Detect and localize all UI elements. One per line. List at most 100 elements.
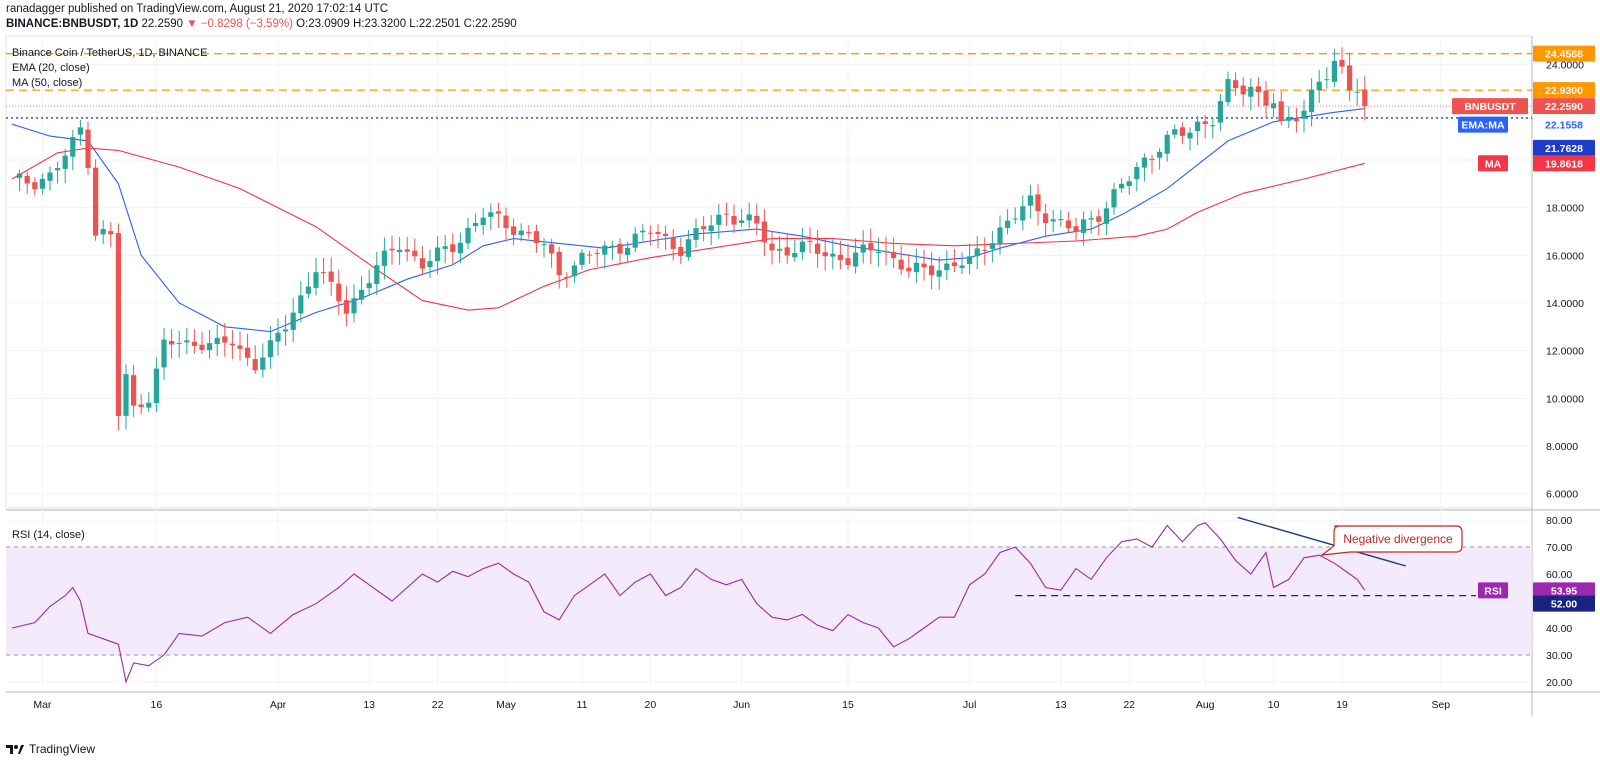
candle-body [898, 259, 904, 270]
candle-body [556, 251, 562, 276]
candle-body [708, 225, 714, 232]
candle-body [678, 246, 684, 257]
candle-body [1286, 116, 1292, 121]
negative-divergence-callout[interactable]: Negative divergence [1319, 525, 1463, 556]
rsi-line [11, 522, 1366, 684]
candle-body [533, 231, 539, 243]
candle-body [24, 175, 30, 184]
candle-body [359, 289, 365, 300]
candle-body [55, 168, 61, 171]
candle-body [891, 251, 897, 259]
candle-body [191, 341, 197, 346]
candle-body [685, 239, 691, 257]
rsi-name-tag-bg [1478, 582, 1508, 599]
candle-body [845, 258, 851, 266]
candle-body [366, 283, 372, 289]
candle-body [549, 244, 555, 254]
candle-body [830, 253, 836, 257]
tradingview-logo-icon [6, 745, 24, 754]
candle-body [1103, 208, 1109, 224]
time-tick-label: 16 [151, 699, 163, 711]
rsi-tick-label: 40.00 [1546, 623, 1572, 635]
candle-body [1012, 218, 1018, 220]
candle-body [351, 298, 357, 314]
candle-body [32, 182, 38, 190]
candle-body [1278, 101, 1284, 121]
candle-body [693, 228, 699, 240]
level-tag-top-bg [1533, 45, 1595, 62]
candle-body [108, 231, 114, 235]
candle-body [17, 173, 23, 178]
candle-body [875, 251, 881, 253]
price-tick-label: 8.0000 [1546, 441, 1578, 453]
candle-body [921, 263, 927, 268]
price-tick-label: 16.0000 [1546, 250, 1584, 262]
legend-title: Binance Coin / TetherUS, 1D, BINANCE [12, 47, 207, 59]
publisher-line: ranadagger published on TradingView.com,… [6, 3, 389, 15]
candle-body [1119, 183, 1125, 189]
candle-body [731, 215, 737, 225]
candle-body [222, 336, 228, 343]
candle-body [184, 340, 190, 343]
candlesticks[interactable] [17, 47, 1368, 431]
candle-body [473, 222, 479, 227]
candle-body [1187, 132, 1193, 139]
time-tick-label: 22 [432, 699, 444, 711]
candle-body [723, 213, 729, 215]
candle-body [1043, 213, 1049, 224]
ema20-line [11, 108, 1365, 333]
price-tick-label: 6.0000 [1546, 489, 1578, 501]
candle-body [1149, 158, 1155, 161]
symbol-tag: BNBUSDT [1464, 101, 1516, 113]
horizontal-levels[interactable] [6, 53, 1532, 119]
rsi-support-tag-bg [1533, 595, 1595, 612]
candle-body [587, 254, 593, 256]
time-tick-label: Jul [963, 699, 976, 711]
symbol-name: BINANCE:BNBUSDT, 1D [6, 18, 139, 30]
candle-body [609, 245, 615, 247]
candle-body [883, 250, 889, 253]
chart-canvas[interactable]: 24.000022.000020.000018.000016.000014.00… [0, 0, 1600, 738]
candle-body [769, 243, 775, 251]
last-price: 22.2590 [141, 18, 184, 30]
main-pane-border [5, 35, 1533, 509]
level-tag-mid: 22.9300 [1545, 85, 1583, 97]
support-tag-bg [1533, 139, 1595, 156]
candle-body [503, 215, 509, 229]
candle-body [1050, 219, 1056, 222]
candle-body [1240, 85, 1246, 95]
candle-body [412, 250, 418, 257]
candle-body [868, 242, 874, 251]
candle-body [959, 265, 965, 269]
price-tick-label: 12.0000 [1546, 346, 1584, 358]
candle-body [1126, 181, 1132, 186]
ema-value-tag-bg [1533, 116, 1595, 133]
price-tick-label: 24.0000 [1546, 60, 1584, 72]
candle-body [488, 212, 494, 217]
candle-body [214, 337, 220, 345]
candle-body [161, 339, 167, 368]
candle-body [237, 345, 243, 349]
candle-body [860, 244, 866, 253]
rsi-pane[interactable] [6, 516, 1532, 684]
candle-body [571, 265, 577, 277]
candle-body [541, 244, 547, 246]
symbol-tag-bg [1452, 98, 1528, 115]
legend-ema: EMA (20, close) [12, 62, 90, 74]
candle-body [989, 243, 995, 249]
candle-body [670, 237, 676, 249]
time-tick-label: 10 [1268, 699, 1280, 711]
candle-body [480, 217, 486, 225]
candle-body [442, 246, 448, 249]
candle-body [435, 247, 441, 262]
candle-body [1301, 110, 1307, 119]
candle-body [982, 249, 988, 251]
candle-body [100, 229, 106, 235]
rsi-tick-label: 80.00 [1546, 515, 1572, 527]
candle-body [799, 241, 805, 253]
candle-body [397, 249, 403, 253]
candle-body [1309, 89, 1315, 113]
time-tick-label: 20 [645, 699, 657, 711]
candle-body [632, 233, 638, 248]
candle-body [936, 270, 942, 277]
